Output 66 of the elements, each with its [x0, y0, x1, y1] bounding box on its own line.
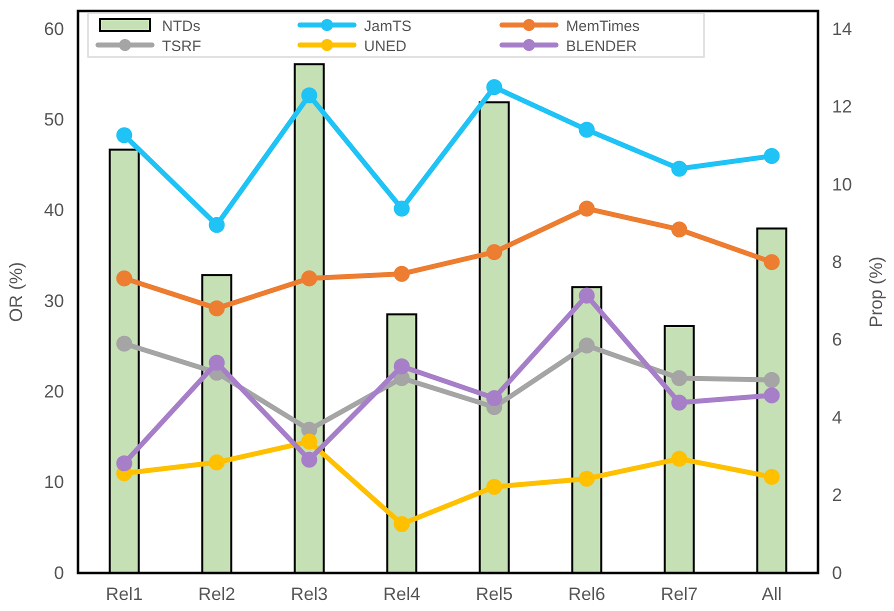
point — [671, 394, 688, 411]
x-tick-label: Rel4 — [383, 584, 420, 604]
point — [394, 266, 410, 282]
x-tick-label: All — [762, 584, 782, 604]
y2-axis-title: Prop (%) — [866, 256, 886, 328]
point — [394, 516, 410, 532]
point — [208, 454, 225, 470]
y-tick-label: 0 — [54, 562, 64, 583]
legend-label: BLENDER — [566, 38, 638, 55]
point — [578, 338, 595, 354]
point — [764, 254, 780, 270]
y-axis-title: OR (%) — [6, 262, 26, 322]
x-tick-label: Rel3 — [290, 584, 328, 604]
x-tick-label: Rel1 — [106, 584, 143, 604]
point — [578, 470, 595, 487]
point — [671, 221, 688, 238]
point — [301, 87, 318, 104]
y-tick-label: 10 — [44, 472, 64, 492]
point — [764, 387, 780, 404]
point — [116, 270, 132, 286]
point — [486, 79, 502, 96]
point — [764, 468, 780, 485]
point — [116, 127, 132, 144]
point — [486, 244, 502, 260]
x-tick-label: Rel5 — [476, 584, 513, 604]
legend-label: NTDs — [162, 18, 200, 35]
y2-tick-label: 12 — [832, 96, 852, 117]
point — [116, 455, 132, 472]
point — [486, 478, 502, 495]
y2-tick-label: 2 — [832, 485, 842, 506]
legend-label: TSRF — [162, 38, 202, 55]
legend-label: UNED — [364, 38, 407, 55]
y-tick-label: 20 — [44, 381, 64, 402]
y-tick-label: 30 — [44, 290, 64, 311]
point — [671, 450, 688, 467]
point — [116, 336, 132, 352]
y-tick-label: 50 — [44, 110, 64, 130]
y2-tick-label: 8 — [832, 252, 842, 272]
point — [764, 148, 780, 164]
y-tick-label: 40 — [44, 200, 64, 220]
point — [578, 122, 595, 138]
point — [486, 390, 502, 406]
point — [764, 372, 780, 388]
x-tick-label: Rel6 — [568, 584, 606, 604]
point — [301, 452, 318, 468]
point — [578, 200, 595, 217]
y2-tick-label: 0 — [832, 562, 842, 583]
point — [301, 270, 318, 286]
legend-label: MemTimes — [566, 18, 640, 35]
y2-tick-label: 6 — [832, 330, 842, 350]
y2-tick-label: 10 — [832, 174, 852, 194]
point — [208, 300, 225, 316]
point — [671, 370, 688, 386]
point — [208, 354, 225, 371]
point — [394, 358, 410, 374]
point — [301, 434, 318, 450]
y-tick-label: 60 — [44, 18, 64, 39]
x-tick-label: Rel2 — [198, 584, 236, 604]
legend-label: JamTS — [364, 18, 412, 35]
point — [208, 216, 225, 233]
x-tick-label: Rel7 — [660, 584, 698, 604]
point — [671, 160, 688, 177]
point — [578, 288, 595, 304]
y2-tick-label: 14 — [832, 19, 852, 40]
point — [394, 200, 410, 217]
y2-tick-label: 4 — [832, 407, 842, 428]
